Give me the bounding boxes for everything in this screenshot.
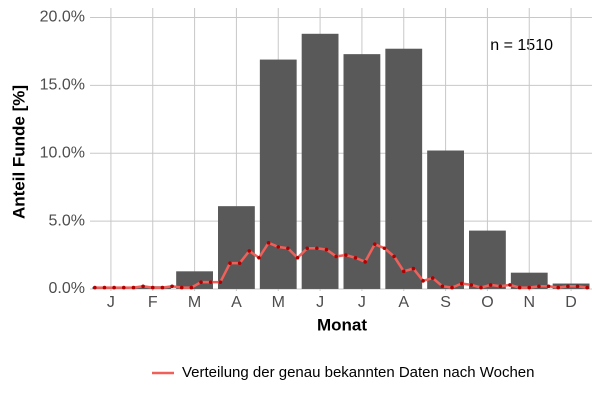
weekly-point (440, 284, 445, 289)
weekly-point (508, 283, 512, 287)
weekly-point (102, 285, 107, 290)
x-tick-label: A (231, 294, 242, 311)
weekly-point (295, 255, 300, 260)
weekly-point (179, 285, 184, 290)
weekly-point (112, 285, 116, 290)
y-tick-label: 5.0% (49, 212, 85, 229)
bar (427, 150, 464, 289)
x-tick-label: S (440, 294, 451, 311)
weekly-point (344, 253, 348, 257)
weekly-point (189, 285, 194, 290)
weekly-line (94, 241, 588, 289)
weekly-point (382, 246, 387, 251)
weekly-point (363, 260, 367, 264)
weekly-point (459, 281, 464, 286)
weekly-point (121, 285, 126, 290)
weekly-point (353, 255, 358, 260)
weekly-point (450, 285, 454, 290)
weekly-point (566, 284, 570, 289)
weekly-point (266, 241, 271, 245)
weekly-point (208, 280, 213, 284)
weekly-point (401, 269, 406, 274)
bar (469, 230, 506, 289)
bar (259, 59, 297, 289)
weekly-point (160, 285, 165, 290)
weekly-point (411, 266, 416, 271)
weekly-point (479, 285, 483, 290)
weekly-point (286, 246, 290, 251)
weekly-point (498, 284, 503, 289)
x-tick-label: J (358, 294, 366, 311)
weekly-point (517, 285, 522, 290)
weekly-point (305, 246, 310, 251)
x-tick-label: N (523, 294, 535, 311)
weekly-point (247, 249, 252, 253)
x-tick-label: D (565, 294, 577, 311)
weekly-point (392, 254, 396, 259)
weekly-point (315, 246, 319, 251)
x-tick-label: O (481, 294, 493, 311)
weekly-point (585, 285, 589, 290)
weekly-point (546, 284, 551, 289)
weekly-point (228, 261, 232, 265)
weekly-point (488, 283, 493, 287)
x-tick-label: A (398, 294, 409, 311)
y-tick-label: 15.0% (40, 77, 85, 94)
x-tick-label: F (148, 294, 158, 311)
y-tick-label: 20.0% (40, 9, 85, 26)
bar (301, 33, 339, 289)
x-tick-label: J (107, 294, 115, 311)
annotation: n = 1510 (490, 37, 553, 54)
x-tick-label: J (316, 294, 324, 311)
weekly-point (527, 285, 532, 290)
weekly-point (218, 280, 223, 284)
weekly-point (276, 245, 281, 249)
weekly-point (537, 284, 541, 289)
y-axis-label: Anteil Funde [%] (9, 85, 28, 219)
y-tick-label: 0.0% (49, 280, 85, 297)
bar (176, 271, 213, 289)
weekly-point (421, 279, 425, 283)
x-axis-label: Monat (317, 315, 367, 334)
weekly-point (334, 254, 338, 259)
weekly-point (556, 285, 561, 290)
bar (385, 48, 423, 289)
weekly-point (324, 247, 329, 252)
x-tick-label: M (272, 294, 285, 311)
legend-label: Verteilung der genau bekannten Daten nac… (182, 364, 535, 381)
weekly-point (199, 280, 203, 284)
weekly-point (237, 261, 242, 265)
weekly-point (575, 284, 580, 289)
weekly-point (141, 284, 145, 289)
x-tick-label: M (188, 294, 201, 311)
weekly-point (150, 285, 155, 290)
weekly-point (372, 242, 377, 246)
weekly-point (170, 284, 174, 289)
weekly-point (257, 255, 261, 260)
weekly-point (430, 276, 435, 280)
bar (343, 54, 381, 289)
weekly-point (469, 283, 474, 287)
weekly-point (93, 285, 97, 290)
weekly-point (131, 285, 136, 290)
y-tick-label: 10.0% (40, 144, 85, 161)
